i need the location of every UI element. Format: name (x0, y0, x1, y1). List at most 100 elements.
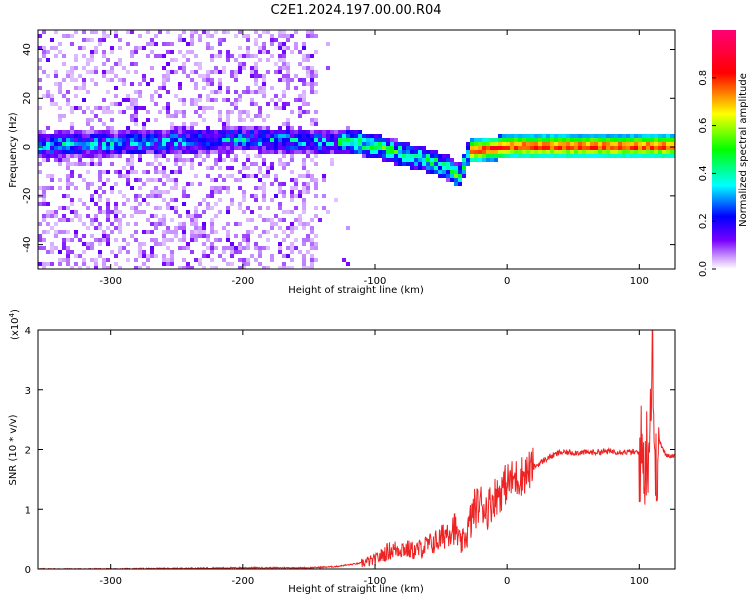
heatmap-cell (218, 146, 222, 150)
heatmap-cell (542, 134, 546, 138)
heatmap-cell (62, 146, 66, 150)
heatmap-cell (586, 138, 590, 142)
heatmap-cell (146, 30, 150, 34)
heatmap-cell (266, 30, 270, 34)
heatmap-cell (446, 166, 450, 170)
heatmap-cell (454, 178, 458, 182)
heatmap-cell (170, 218, 174, 222)
heatmap-cell (642, 142, 646, 146)
heatmap-cell (262, 146, 266, 150)
heatmap-cell (258, 262, 262, 266)
heatmap-cell (326, 146, 330, 150)
heatmap-cell (162, 74, 166, 78)
heatmap-cell (282, 34, 286, 38)
heatmap-cell (206, 74, 210, 78)
heatmap-cell (662, 150, 666, 154)
heatmap-cell (94, 258, 98, 262)
heatmap-cell (82, 82, 86, 86)
heatmap-cell (310, 34, 314, 38)
heatmap-cell (206, 42, 210, 46)
heatmap-cell (306, 134, 310, 138)
heatmap-cell (286, 46, 290, 50)
heatmap-cell (198, 138, 202, 142)
heatmap-cell (166, 30, 170, 34)
heatmap-cell (434, 170, 438, 174)
heatmap-cell (210, 266, 214, 269)
heatmap-cell (94, 30, 98, 34)
heatmap-cell (162, 66, 166, 70)
heatmap-cell (102, 54, 106, 58)
heatmap-cell (150, 194, 154, 198)
heatmap-cell (274, 194, 278, 198)
heatmap-cell (262, 82, 266, 86)
heatmap-cell (258, 126, 262, 130)
heatmap-cell (42, 186, 46, 190)
heatmap-cell (182, 186, 186, 190)
heatmap-cell (106, 214, 110, 218)
heatmap-cell (238, 258, 242, 262)
heatmap-cell (250, 102, 254, 106)
heatmap-cell (78, 254, 82, 258)
heatmap-cell (162, 166, 166, 170)
heatmap-cell (158, 138, 162, 142)
heatmap-cell (638, 146, 642, 150)
heatmap-cell (450, 170, 454, 174)
heatmap-cell (310, 118, 314, 122)
heatmap-cell (258, 114, 262, 118)
heatmap-cell (290, 258, 294, 262)
heatmap-cell (618, 138, 622, 142)
heatmap-cell (190, 38, 194, 42)
heatmap-cell (338, 142, 342, 146)
heatmap-cell (278, 266, 282, 269)
heatmap-cell (106, 202, 110, 206)
heatmap-cell (478, 142, 482, 146)
heatmap-cell (150, 98, 154, 102)
heatmap-cell (54, 138, 58, 142)
colorbar-tick-label: 0.6 (698, 118, 709, 134)
heatmap-cell (154, 222, 158, 226)
heatmap-cell (458, 166, 462, 170)
heatmap-cell (110, 102, 114, 106)
heatmap-cell (218, 78, 222, 82)
heatmap-cell (74, 94, 78, 98)
heatmap-cell (214, 146, 218, 150)
heatmap-cell (622, 134, 626, 138)
heatmap-cell (42, 54, 46, 58)
heatmap-cell (114, 138, 118, 142)
heatmap-cell (178, 154, 182, 158)
heatmap-cell (146, 142, 150, 146)
heatmap-cell (602, 150, 606, 154)
heatmap-cell (182, 126, 186, 130)
heatmap-cell (250, 194, 254, 198)
heatmap-cell (250, 218, 254, 222)
heatmap-cell (646, 134, 650, 138)
heatmap-cell (230, 102, 234, 106)
heatmap-ytick-label: 40 (22, 43, 33, 56)
heatmap-cell (182, 30, 186, 34)
heatmap-cell (206, 34, 210, 38)
heatmap-cell (618, 142, 622, 146)
heatmap-cell (142, 182, 146, 186)
heatmap-cell (134, 114, 138, 118)
heatmap-cell (290, 130, 294, 134)
heatmap-cell (322, 134, 326, 138)
heatmap-cell (206, 146, 210, 150)
heatmap-cell (158, 146, 162, 150)
heatmap-cell (90, 158, 94, 162)
heatmap-cell (118, 46, 122, 50)
heatmap-cell (298, 190, 302, 194)
heatmap-cell (222, 226, 226, 230)
heatmap-cell (590, 134, 594, 138)
heatmap-cell (150, 246, 154, 250)
heatmap-cell (182, 266, 186, 269)
heatmap-cell (250, 134, 254, 138)
heatmap-cell (182, 70, 186, 74)
heatmap-cell (94, 214, 98, 218)
heatmap-cell (382, 142, 386, 146)
heatmap-cell (326, 130, 330, 134)
heatmap-cell (118, 62, 122, 66)
heatmap-cell (446, 158, 450, 162)
heatmap-cell (374, 146, 378, 150)
heatmap-cell (130, 166, 134, 170)
heatmap-cell (258, 34, 262, 38)
